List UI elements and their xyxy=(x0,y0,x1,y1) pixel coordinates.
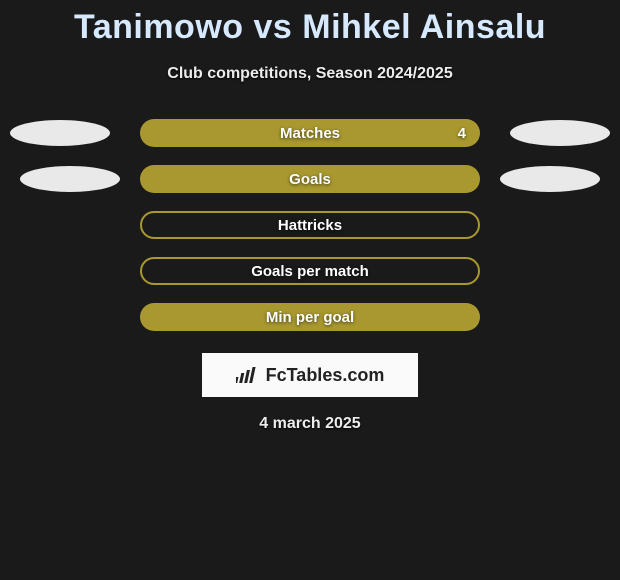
value-ellipse-right xyxy=(500,166,600,192)
stat-row-hattricks: Hattricks xyxy=(0,211,620,239)
comparison-title: Tanimowo vs Mihkel Ainsalu xyxy=(0,0,620,47)
stat-bar: Hattricks xyxy=(140,211,480,239)
stat-label: Goals per match xyxy=(251,263,369,280)
bar-chart-icon xyxy=(236,365,262,385)
value-ellipse-left xyxy=(20,166,120,192)
stat-label: Hattricks xyxy=(278,217,342,234)
stat-label: Min per goal xyxy=(266,309,354,326)
logo-box: FcTables.com xyxy=(202,353,418,397)
stat-bar: Matches 4 xyxy=(140,119,480,147)
stat-row-min-per-goal: Min per goal xyxy=(0,303,620,331)
stat-label: Matches xyxy=(280,125,340,142)
comparison-subtitle: Club competitions, Season 2024/2025 xyxy=(0,65,620,83)
value-ellipse-right xyxy=(510,120,610,146)
value-ellipse-left xyxy=(10,120,110,146)
stat-bar: Goals xyxy=(140,165,480,193)
stat-bar: Min per goal xyxy=(140,303,480,331)
logo-text: FcTables.com xyxy=(266,365,385,386)
stat-rows: Matches 4 Goals Hattricks Goals per matc… xyxy=(0,119,620,331)
stat-value: 4 xyxy=(458,125,466,142)
stat-row-goals: Goals xyxy=(0,165,620,193)
stat-label: Goals xyxy=(289,171,331,188)
stat-row-matches: Matches 4 xyxy=(0,119,620,147)
date-text: 4 march 2025 xyxy=(0,415,620,433)
stat-row-goals-per-match: Goals per match xyxy=(0,257,620,285)
stat-bar: Goals per match xyxy=(140,257,480,285)
